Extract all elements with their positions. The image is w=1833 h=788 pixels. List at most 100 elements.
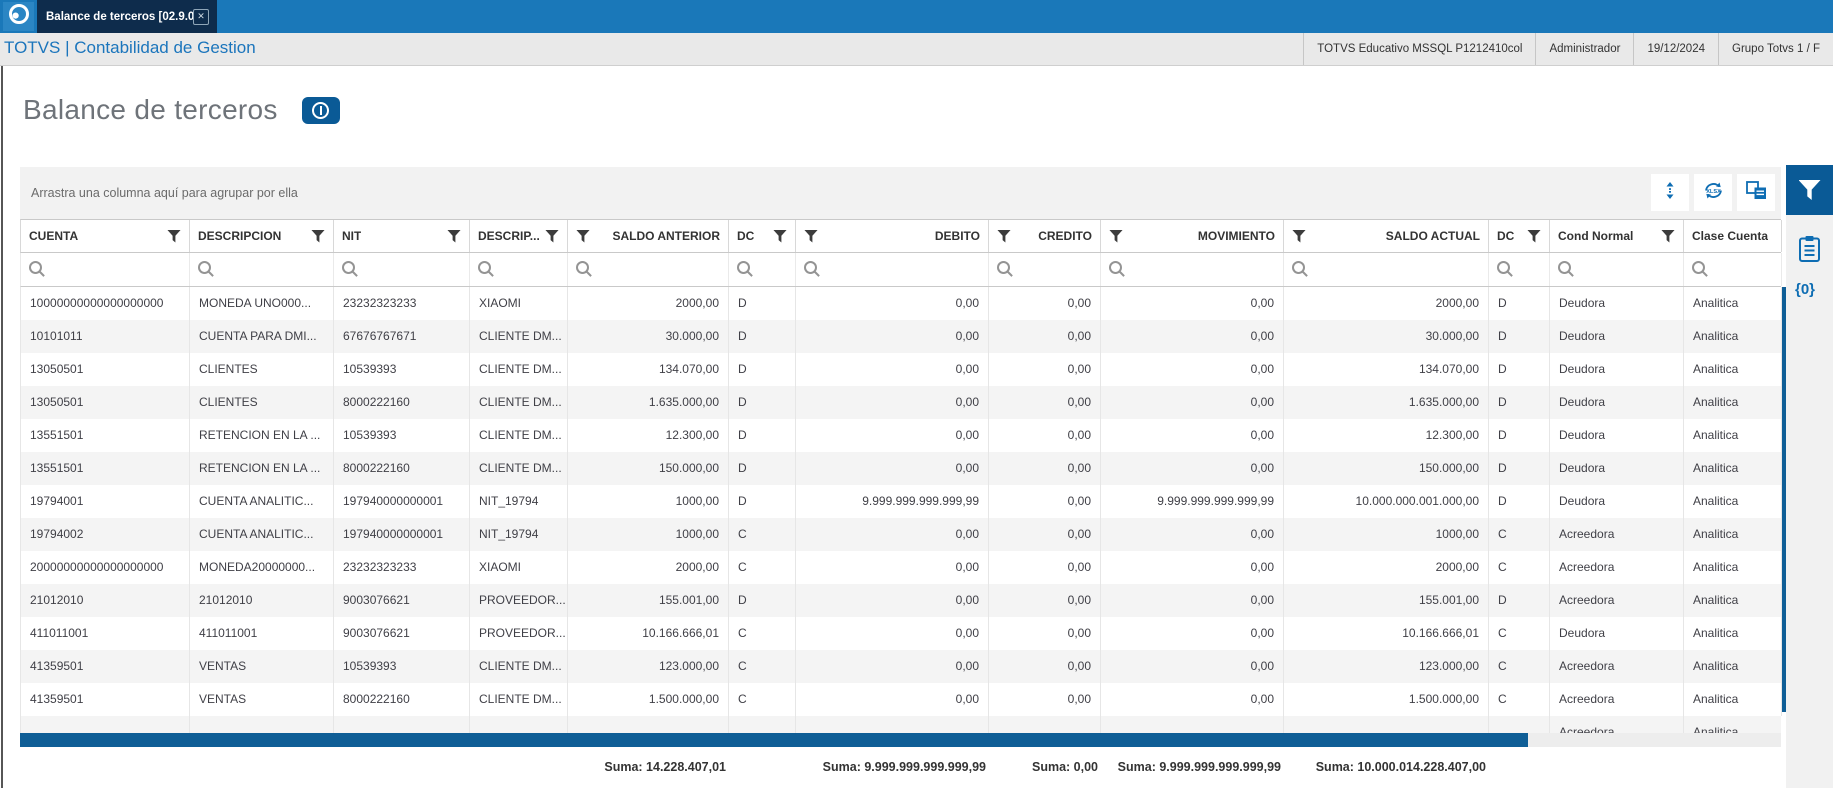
table-cell[interactable]: C [729, 683, 796, 716]
table-row[interactable]: 21012010 21012010 9003076621 PROVEEDOR... 15… [20, 584, 1782, 617]
table-cell[interactable]: D [1489, 386, 1550, 419]
table-cell[interactable]: 0,00 [1101, 386, 1284, 419]
filter-funnel-icon[interactable] [1661, 229, 1675, 243]
table-cell[interactable]: 8000222160 [334, 452, 470, 485]
table-cell[interactable] [1101, 716, 1284, 733]
table-row[interactable]: 10000000000000000000 MONEDA UNO000... 2323… [20, 287, 1782, 320]
table-cell[interactable]: CUENTA ANALITIC... [190, 485, 334, 518]
header-cell[interactable]: SALDO ANTERIOR [568, 220, 729, 252]
filter-input-cell[interactable] [1550, 253, 1684, 286]
table-cell[interactable]: C [729, 617, 796, 650]
table-cell[interactable]: Deudora [1550, 419, 1684, 452]
table-cell[interactable]: Deudora [1550, 452, 1684, 485]
table-cell[interactable]: Analitica [1684, 716, 1781, 733]
table-cell[interactable]: D [729, 287, 796, 320]
table-cell[interactable]: CLIENTE DM... [470, 419, 568, 452]
filter-input-cell[interactable] [470, 253, 568, 286]
table-cell[interactable]: 123.000,00 [568, 650, 729, 683]
table-cell[interactable]: 0,00 [796, 518, 989, 551]
header-cell[interactable]: DESCRIP... [470, 220, 568, 252]
table-cell[interactable]: 13050501 [21, 353, 190, 386]
filter-input-cell[interactable] [1489, 253, 1550, 286]
table-cell[interactable]: CUENTA PARA DMI... [190, 320, 334, 353]
table-cell[interactable]: D [1489, 353, 1550, 386]
table-cell[interactable]: D [729, 386, 796, 419]
filter-funnel-icon[interactable] [1109, 229, 1123, 243]
table-cell[interactable]: 0,00 [796, 287, 989, 320]
table-cell[interactable]: 0,00 [989, 518, 1101, 551]
table-cell[interactable]: 23232323233 [334, 287, 470, 320]
table-row[interactable]: 13050501 CLIENTES 8000222160 CLIENTE DM... 1… [20, 386, 1782, 419]
table-cell[interactable]: 0,00 [1101, 452, 1284, 485]
table-cell[interactable]: 9003076621 [334, 584, 470, 617]
table-cell[interactable]: 0,00 [989, 683, 1101, 716]
horizontal-scrollbar-thumb[interactable] [20, 733, 1528, 747]
header-cell[interactable]: Clase Cuenta [1684, 220, 1782, 252]
filter-funnel-icon[interactable] [545, 229, 559, 243]
table-cell[interactable]: RETENCION EN LA ... [190, 452, 334, 485]
table-cell[interactable]: 0,00 [989, 353, 1101, 386]
header-cell[interactable]: NIT [334, 220, 470, 252]
table-cell[interactable]: 0,00 [1101, 584, 1284, 617]
table-cell[interactable]: CLIENTE DM... [470, 650, 568, 683]
table-cell[interactable]: 0,00 [796, 584, 989, 617]
filter-input-cell[interactable] [989, 253, 1101, 286]
table-cell[interactable]: NIT_19794 [470, 518, 568, 551]
filter-funnel-icon[interactable] [167, 229, 181, 243]
table-cell[interactable]: 0,00 [796, 419, 989, 452]
table-cell[interactable]: 0,00 [796, 386, 989, 419]
table-cell[interactable]: 19794002 [21, 518, 190, 551]
table-cell[interactable]: 0,00 [1101, 551, 1284, 584]
table-cell[interactable]: 10.166.666,01 [568, 617, 729, 650]
table-cell[interactable]: CLIENTE DM... [470, 386, 568, 419]
table-row[interactable]: 19794002 CUENTA ANALITIC... 19794000000000… [20, 518, 1782, 551]
filter-input-cell[interactable] [190, 253, 334, 286]
table-cell[interactable]: Deudora [1550, 485, 1684, 518]
header-cell[interactable]: DESCRIPCION [190, 220, 334, 252]
table-row[interactable]: Acreedora Analitica [20, 716, 1781, 733]
table-cell[interactable]: C [729, 650, 796, 683]
table-cell[interactable]: XIAOMI [470, 287, 568, 320]
table-cell[interactable]: 0,00 [1101, 650, 1284, 683]
table-cell[interactable]: Deudora [1550, 320, 1684, 353]
table-cell[interactable]: 10.000.000.001.000,00 [1284, 485, 1489, 518]
table-cell[interactable]: Analitica [1684, 518, 1782, 551]
table-cell[interactable]: 0,00 [1101, 320, 1284, 353]
header-cell[interactable]: Cond Normal [1550, 220, 1684, 252]
table-cell[interactable]: 0,00 [796, 551, 989, 584]
table-cell[interactable]: 0,00 [796, 452, 989, 485]
filter-funnel-icon[interactable] [311, 229, 325, 243]
table-cell[interactable]: 197940000000001 [334, 485, 470, 518]
table-cell[interactable]: VENTAS [190, 683, 334, 716]
filter-funnel-icon[interactable] [447, 229, 461, 243]
header-cell[interactable]: CUENTA [21, 220, 190, 252]
table-row[interactable]: 41359501 VENTAS 10539393 CLIENTE DM... 123.0… [20, 650, 1782, 683]
table-cell[interactable]: Analitica [1684, 617, 1782, 650]
table-cell[interactable]: Deudora [1550, 353, 1684, 386]
table-cell[interactable]: C [729, 551, 796, 584]
table-cell[interactable]: 134.070,00 [568, 353, 729, 386]
table-cell[interactable]: 134.070,00 [1284, 353, 1489, 386]
table-cell[interactable]: 1000,00 [568, 518, 729, 551]
filter-input-cell[interactable] [1284, 253, 1489, 286]
table-cell[interactable]: 0,00 [796, 617, 989, 650]
header-cell[interactable]: DC [729, 220, 796, 252]
table-cell[interactable]: 13551501 [21, 452, 190, 485]
table-cell[interactable]: 0,00 [1101, 419, 1284, 452]
table-cell[interactable]: 411011001 [21, 617, 190, 650]
table-cell[interactable]: Analitica [1684, 584, 1782, 617]
table-row[interactable]: 20000000000000000000 MONEDA20000000... 232… [20, 551, 1782, 584]
table-cell[interactable]: C [1489, 683, 1550, 716]
table-cell[interactable]: 411011001 [190, 617, 334, 650]
table-cell[interactable]: Acreedora [1550, 584, 1684, 617]
table-cell[interactable]: 0,00 [989, 386, 1101, 419]
table-cell[interactable]: 41359501 [21, 683, 190, 716]
totvs-logo[interactable] [3, 2, 34, 31]
table-cell[interactable]: 0,00 [989, 650, 1101, 683]
filter-input-cell[interactable] [1684, 253, 1782, 286]
table-cell[interactable]: 19794001 [21, 485, 190, 518]
table-cell[interactable]: NIT_19794 [470, 485, 568, 518]
table-cell[interactable]: 12.300,00 [1284, 419, 1489, 452]
table-cell[interactable]: 9.999.999.999.999,99 [796, 485, 989, 518]
table-cell[interactable]: Deudora [1550, 287, 1684, 320]
